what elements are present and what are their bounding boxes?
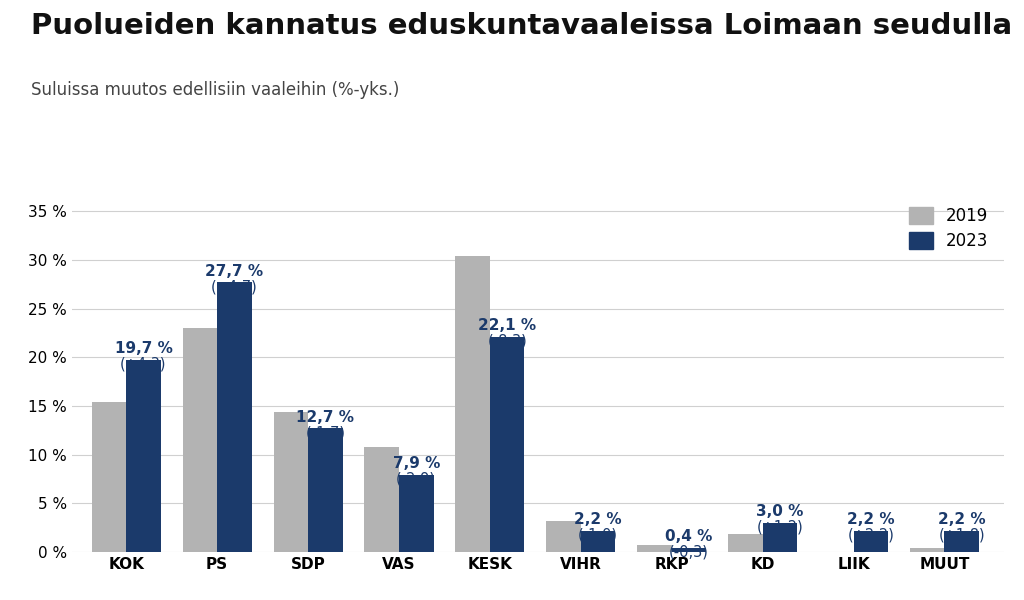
Bar	[910, 548, 944, 552]
Bar	[365, 447, 399, 552]
Text: 3,0 %: 3,0 %	[756, 504, 804, 519]
Bar	[637, 545, 672, 552]
Bar	[581, 530, 615, 552]
Bar	[273, 412, 308, 552]
Text: 2,2 %: 2,2 %	[938, 512, 985, 527]
Text: 27,7 %: 27,7 %	[206, 263, 263, 278]
Bar	[489, 337, 524, 552]
Bar	[546, 521, 581, 552]
Bar	[728, 535, 763, 552]
Text: (-0,3): (-0,3)	[669, 545, 709, 560]
Bar	[308, 428, 343, 552]
Text: 19,7 %: 19,7 %	[115, 341, 172, 356]
Bar	[456, 256, 489, 552]
Bar	[763, 523, 797, 552]
Legend: 2019, 2023: 2019, 2023	[903, 200, 995, 257]
Bar	[217, 283, 252, 552]
Text: 22,1 %: 22,1 %	[478, 318, 537, 333]
Bar	[399, 475, 433, 552]
Bar	[672, 548, 707, 552]
Text: (-2,9): (-2,9)	[396, 472, 436, 487]
Text: (+1,8): (+1,8)	[938, 527, 985, 542]
Bar	[944, 530, 979, 552]
Text: (+2,2): (+2,2)	[847, 527, 894, 542]
Text: (+4,3): (+4,3)	[120, 357, 167, 372]
Text: (-8,3): (-8,3)	[487, 334, 527, 349]
Bar	[854, 530, 888, 552]
Bar	[92, 402, 126, 552]
Text: 12,7 %: 12,7 %	[296, 410, 354, 425]
Text: 7,9 %: 7,9 %	[392, 456, 440, 471]
Text: 0,4 %: 0,4 %	[666, 529, 713, 544]
Text: 2,2 %: 2,2 %	[574, 512, 622, 527]
Bar	[182, 328, 217, 552]
Text: (+1,2): (+1,2)	[757, 520, 803, 535]
Text: (-1,0): (-1,0)	[579, 527, 618, 542]
Text: (+4,7): (+4,7)	[211, 279, 258, 294]
Text: Suluissa muutos edellisiin vaaleihin (%-yks.): Suluissa muutos edellisiin vaaleihin (%-…	[31, 81, 399, 99]
Bar	[126, 361, 161, 552]
Text: Puolueiden kannatus eduskuntavaaleissa Loimaan seudulla: Puolueiden kannatus eduskuntavaaleissa L…	[31, 12, 1012, 40]
Text: 2,2 %: 2,2 %	[847, 512, 895, 527]
Text: (-1,7): (-1,7)	[305, 425, 345, 440]
